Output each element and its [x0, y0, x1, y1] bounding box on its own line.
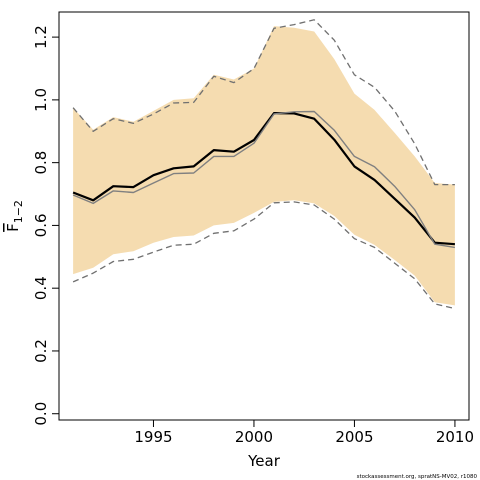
y-tick-label: 1.0 — [32, 88, 50, 112]
y-tick-label: 0.4 — [32, 276, 50, 300]
y-tick-label: 0.8 — [32, 151, 50, 175]
x-tick-label: 2005 — [335, 428, 373, 446]
y-tick-label: 0.6 — [32, 213, 50, 237]
x-axis-title: Year — [247, 452, 281, 470]
series-line-comparison — [72, 110, 456, 249]
credit-text: stockassessment.org, spratNS-MV02, r1080 — [357, 474, 478, 480]
y-axis-title: F1−2 — [4, 200, 25, 232]
y-tick-label: 0.2 — [32, 339, 50, 363]
y-axis-title-subscript: 1−2 — [12, 200, 25, 223]
y-axis-title-main: F — [4, 223, 22, 232]
y-tick-label: 1.2 — [32, 25, 50, 49]
confidence-band — [73, 26, 455, 306]
series-line-upper-bound — [72, 19, 455, 186]
y-tick-label: 0.0 — [32, 402, 50, 426]
x-tick-label: 1995 — [134, 428, 172, 446]
x-tick-label: 2000 — [235, 428, 273, 446]
series-line-estimate — [72, 111, 455, 246]
x-tick-label: 2010 — [436, 428, 474, 446]
y-axis-title-group: F1−2 — [4, 200, 25, 232]
